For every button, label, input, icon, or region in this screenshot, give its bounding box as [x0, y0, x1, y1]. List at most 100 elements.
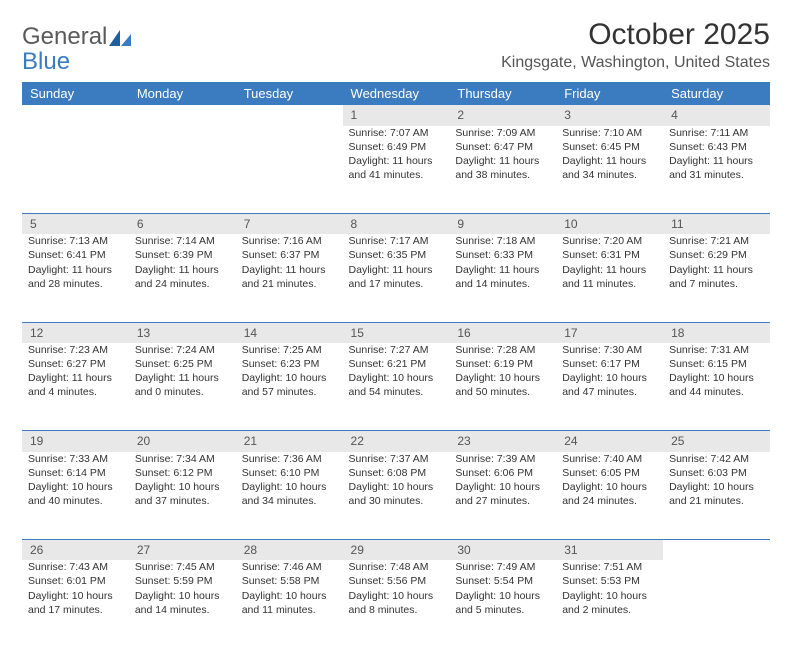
day-number-cell: 3	[556, 105, 663, 125]
week-row: Sunrise: 7:13 AMSunset: 6:41 PMDaylight:…	[22, 234, 770, 322]
day-number-cell: 12	[22, 322, 129, 343]
day-cell: Sunrise: 7:20 AMSunset: 6:31 PMDaylight:…	[556, 234, 663, 322]
sunrise-line: Sunrise: 7:18 AM	[455, 234, 550, 248]
daylight-line: and 38 minutes.	[455, 168, 550, 182]
day-number-cell: 16	[449, 322, 556, 343]
daylight-line: and 17 minutes.	[349, 277, 444, 291]
day-cell: Sunrise: 7:48 AMSunset: 5:56 PMDaylight:…	[343, 560, 450, 648]
sunset-line: Sunset: 6:01 PM	[28, 574, 123, 588]
logo-line1: General	[22, 23, 107, 50]
day-cell: Sunrise: 7:13 AMSunset: 6:41 PMDaylight:…	[22, 234, 129, 322]
sunrise-line: Sunrise: 7:37 AM	[349, 452, 444, 466]
day-number-cell: 7	[236, 214, 343, 235]
week-row: Sunrise: 7:33 AMSunset: 6:14 PMDaylight:…	[22, 452, 770, 540]
sunrise-line: Sunrise: 7:51 AM	[562, 560, 657, 574]
daylight-line: Daylight: 11 hours	[455, 154, 550, 168]
day-number-cell: 27	[129, 540, 236, 561]
day-cell: Sunrise: 7:14 AMSunset: 6:39 PMDaylight:…	[129, 234, 236, 322]
daylight-line: and 4 minutes.	[28, 385, 123, 399]
sunrise-line: Sunrise: 7:13 AM	[28, 234, 123, 248]
day-cell: Sunrise: 7:34 AMSunset: 6:12 PMDaylight:…	[129, 452, 236, 540]
day-cell: Sunrise: 7:11 AMSunset: 6:43 PMDaylight:…	[663, 126, 770, 214]
calendar-weekday-header: SundayMondayTuesdayWednesdayThursdayFrid…	[22, 82, 770, 105]
day-number-cell: 23	[449, 431, 556, 452]
daylight-line: Daylight: 11 hours	[28, 263, 123, 277]
sunrise-line: Sunrise: 7:45 AM	[135, 560, 230, 574]
sunset-line: Sunset: 6:23 PM	[242, 357, 337, 371]
daylight-line: and 14 minutes.	[455, 277, 550, 291]
daylight-line: Daylight: 11 hours	[455, 263, 550, 277]
day-number-cell: 2	[449, 105, 556, 125]
sunset-line: Sunset: 6:10 PM	[242, 466, 337, 480]
daynum-row: 567891011	[22, 214, 770, 235]
sunrise-line: Sunrise: 7:16 AM	[242, 234, 337, 248]
sunrise-line: Sunrise: 7:28 AM	[455, 343, 550, 357]
day-number-cell: 4	[663, 105, 770, 125]
daylight-line: Daylight: 11 hours	[669, 263, 764, 277]
daylight-line: and 21 minutes.	[669, 494, 764, 508]
sunrise-line: Sunrise: 7:34 AM	[135, 452, 230, 466]
day-number-cell: 17	[556, 322, 663, 343]
sunset-line: Sunset: 6:41 PM	[28, 248, 123, 262]
sunrise-line: Sunrise: 7:25 AM	[242, 343, 337, 357]
daynum-row: 262728293031	[22, 540, 770, 561]
daylight-line: Daylight: 10 hours	[28, 480, 123, 494]
daylight-line: Daylight: 10 hours	[135, 589, 230, 603]
daylight-line: Daylight: 10 hours	[242, 371, 337, 385]
daylight-line: Daylight: 10 hours	[349, 480, 444, 494]
weekday-header: Thursday	[449, 82, 556, 105]
day-cell	[22, 126, 129, 214]
daylight-line: and 37 minutes.	[135, 494, 230, 508]
daynum-row: 1234	[22, 105, 770, 125]
sunset-line: Sunset: 6:21 PM	[349, 357, 444, 371]
sunset-line: Sunset: 6:19 PM	[455, 357, 550, 371]
day-number-cell: 24	[556, 431, 663, 452]
sunrise-line: Sunrise: 7:49 AM	[455, 560, 550, 574]
day-cell: Sunrise: 7:40 AMSunset: 6:05 PMDaylight:…	[556, 452, 663, 540]
sunrise-line: Sunrise: 7:10 AM	[562, 126, 657, 140]
sunrise-line: Sunrise: 7:09 AM	[455, 126, 550, 140]
sunset-line: Sunset: 6:14 PM	[28, 466, 123, 480]
day-cell: Sunrise: 7:16 AMSunset: 6:37 PMDaylight:…	[236, 234, 343, 322]
daylight-line: Daylight: 10 hours	[455, 480, 550, 494]
brand-logo: General Blue	[22, 24, 131, 74]
daynum-row: 12131415161718	[22, 322, 770, 343]
daynum-row: 19202122232425	[22, 431, 770, 452]
daylight-line: Daylight: 10 hours	[349, 371, 444, 385]
daylight-line: and 34 minutes.	[562, 168, 657, 182]
sunset-line: Sunset: 6:03 PM	[669, 466, 764, 480]
daylight-line: and 44 minutes.	[669, 385, 764, 399]
sunset-line: Sunset: 5:53 PM	[562, 574, 657, 588]
sunset-line: Sunset: 6:29 PM	[669, 248, 764, 262]
sunset-line: Sunset: 6:35 PM	[349, 248, 444, 262]
day-cell: Sunrise: 7:28 AMSunset: 6:19 PMDaylight:…	[449, 343, 556, 431]
weekday-header: Sunday	[22, 82, 129, 105]
day-number-cell: 21	[236, 431, 343, 452]
day-number-cell: 15	[343, 322, 450, 343]
daylight-line: Daylight: 11 hours	[242, 263, 337, 277]
sunset-line: Sunset: 6:06 PM	[455, 466, 550, 480]
sunrise-line: Sunrise: 7:42 AM	[669, 452, 764, 466]
sunset-line: Sunset: 5:56 PM	[349, 574, 444, 588]
day-number-cell: 30	[449, 540, 556, 561]
month-title: October 2025	[501, 18, 770, 52]
day-number-cell: 26	[22, 540, 129, 561]
daylight-line: Daylight: 11 hours	[135, 371, 230, 385]
day-cell: Sunrise: 7:36 AMSunset: 6:10 PMDaylight:…	[236, 452, 343, 540]
sunrise-line: Sunrise: 7:11 AM	[669, 126, 764, 140]
week-row: Sunrise: 7:43 AMSunset: 6:01 PMDaylight:…	[22, 560, 770, 648]
sunrise-line: Sunrise: 7:27 AM	[349, 343, 444, 357]
sunset-line: Sunset: 6:17 PM	[562, 357, 657, 371]
daylight-line: Daylight: 11 hours	[28, 371, 123, 385]
daylight-line: and 54 minutes.	[349, 385, 444, 399]
sail-icon	[109, 30, 131, 46]
day-cell: Sunrise: 7:37 AMSunset: 6:08 PMDaylight:…	[343, 452, 450, 540]
logo-text: General Blue	[22, 24, 131, 74]
day-cell	[663, 560, 770, 648]
day-cell: Sunrise: 7:31 AMSunset: 6:15 PMDaylight:…	[663, 343, 770, 431]
daylight-line: and 24 minutes.	[135, 277, 230, 291]
day-cell: Sunrise: 7:25 AMSunset: 6:23 PMDaylight:…	[236, 343, 343, 431]
day-number-cell: 11	[663, 214, 770, 235]
daylight-line: and 30 minutes.	[349, 494, 444, 508]
day-cell: Sunrise: 7:43 AMSunset: 6:01 PMDaylight:…	[22, 560, 129, 648]
